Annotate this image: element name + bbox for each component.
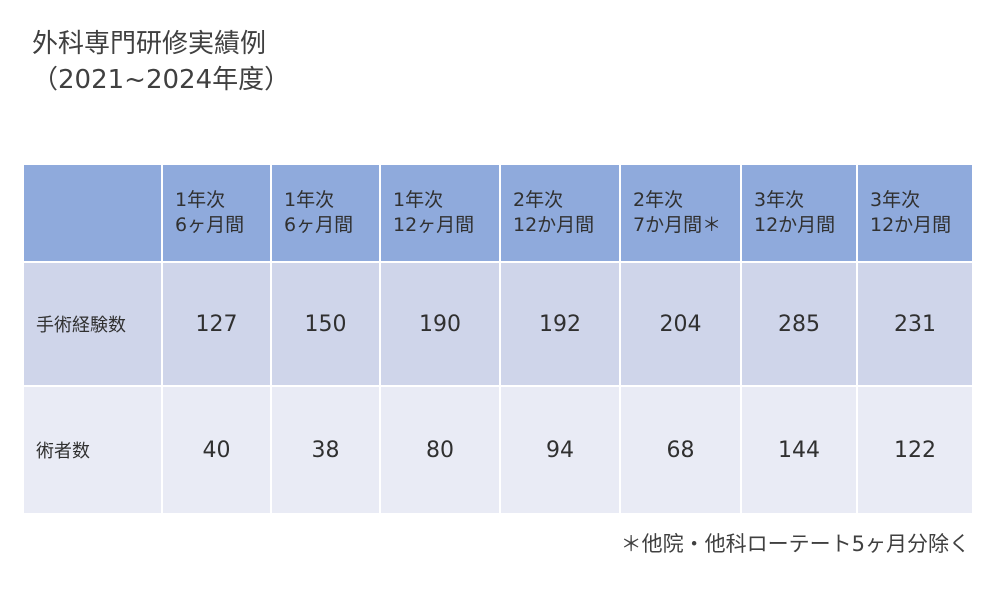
training-results-table: 1年次 6ヶ月間 1年次 6ヶ月間 1年次 12ヶ月間 2年次 12か月間 2年次 7か月… (22, 163, 974, 515)
footnote: ＊他院・他科ローテート5ヶ月分除く (620, 532, 970, 556)
header-period: 12か月間 (513, 214, 595, 236)
header-period: 7か月間＊ (633, 214, 722, 236)
table-row-operator-count: 術者数 40 38 80 94 68 144 122 (22, 385, 974, 515)
table-cell: 38 (270, 385, 381, 515)
page-title: 外科専門研修実績例 （2021~2024年度） (32, 26, 290, 98)
header-period: 6ヶ月間 (284, 214, 354, 236)
table-cell: 192 (499, 261, 621, 387)
header-period: 12か月間 (754, 214, 836, 236)
header-cell: 2年次 7か月間＊ (619, 163, 742, 263)
header-year: 2年次 (513, 189, 564, 211)
header-year: 2年次 (633, 189, 684, 211)
table-cell: 80 (379, 385, 501, 515)
header-cell: 1年次 12ヶ月間 (379, 163, 501, 263)
table-cell: 190 (379, 261, 501, 387)
title-line-1: 外科専門研修実績例 (32, 29, 267, 59)
header-cell: 2年次 12か月間 (499, 163, 621, 263)
table-cell: 127 (161, 261, 272, 387)
row-label: 手術経験数 (22, 261, 163, 387)
table-cell: 122 (856, 385, 974, 515)
table-header-row: 1年次 6ヶ月間 1年次 6ヶ月間 1年次 12ヶ月間 2年次 12か月間 2年次 7か月… (22, 163, 974, 263)
header-year: 1年次 (175, 189, 226, 211)
header-period: 12ヶ月間 (393, 214, 475, 236)
table-cell: 68 (619, 385, 742, 515)
table-cell: 150 (270, 261, 381, 387)
header-period: 12か月間 (870, 214, 952, 236)
row-label: 術者数 (22, 385, 163, 515)
table-cell: 94 (499, 385, 621, 515)
header-period: 6ヶ月間 (175, 214, 245, 236)
header-cell: 1年次 6ヶ月間 (270, 163, 381, 263)
table-cell: 231 (856, 261, 974, 387)
table-cell: 285 (740, 261, 858, 387)
title-line-2: （2021~2024年度） (32, 65, 291, 95)
header-cell: 1年次 6ヶ月間 (161, 163, 272, 263)
header-year: 3年次 (870, 189, 921, 211)
table-row-surgery-experience: 手術経験数 127 150 190 192 204 285 231 (22, 261, 974, 387)
table-cell: 204 (619, 261, 742, 387)
header-year: 1年次 (393, 189, 444, 211)
table-cell: 40 (161, 385, 272, 515)
header-cell: 3年次 12か月間 (856, 163, 974, 263)
header-year: 3年次 (754, 189, 805, 211)
table-cell: 144 (740, 385, 858, 515)
header-corner-cell (22, 163, 163, 263)
header-cell: 3年次 12か月間 (740, 163, 858, 263)
header-year: 1年次 (284, 189, 335, 211)
